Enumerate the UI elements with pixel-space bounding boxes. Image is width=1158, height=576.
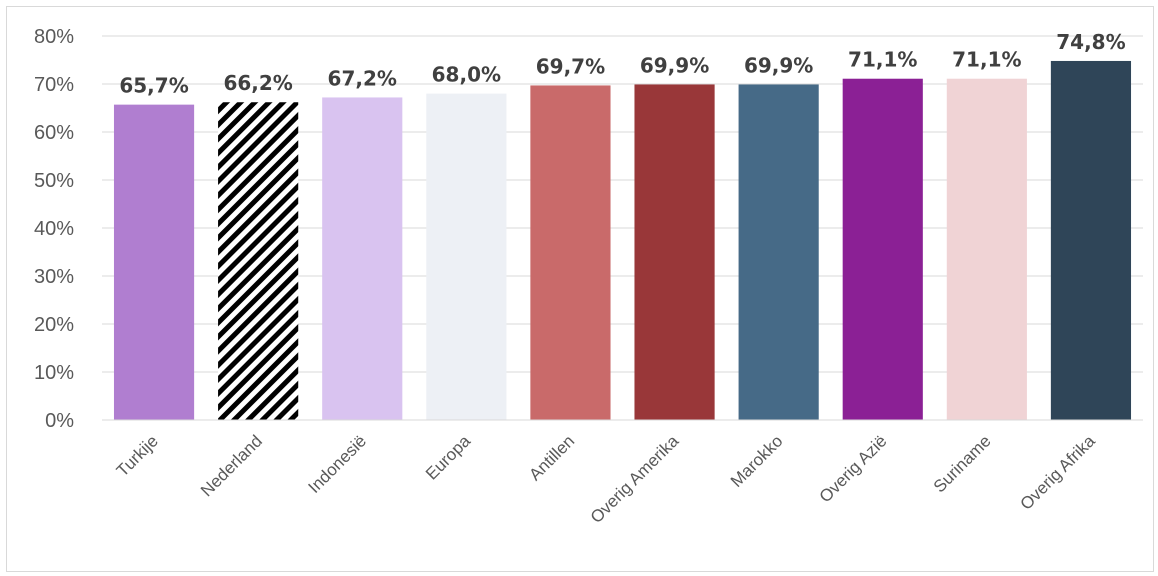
bar-overig-azië	[842, 78, 923, 420]
x-category-label: Suriname	[930, 431, 995, 496]
y-tick-label: 40%	[34, 218, 74, 240]
x-category-label: Turkije	[113, 431, 162, 480]
y-tick-label: 30%	[34, 266, 74, 288]
y-tick-label: 20%	[34, 314, 74, 336]
data-label: 71,1%	[952, 48, 1021, 72]
bar-nederland	[218, 102, 299, 421]
data-label: 68,0%	[432, 63, 501, 87]
data-label: 65,7%	[119, 74, 188, 98]
x-category-label: Europa	[422, 431, 475, 484]
bar-marokko	[738, 84, 819, 420]
y-tick-label: 10%	[34, 362, 74, 384]
y-tick-label: 50%	[34, 170, 74, 192]
bars	[113, 60, 1132, 421]
x-category-label: Overig Afrika	[1017, 431, 1100, 514]
bar-overig-afrika	[1050, 60, 1132, 421]
data-label: 74,8%	[1056, 30, 1125, 54]
x-category-label: Indonesië	[305, 431, 371, 497]
bar-suriname	[946, 78, 1027, 420]
bar-antillen	[530, 85, 611, 420]
bar-overig-amerika	[634, 84, 715, 420]
x-category-label: Overig Azië	[816, 431, 891, 506]
data-label: 69,7%	[536, 54, 605, 78]
x-category-label: Marokko	[727, 431, 787, 491]
y-tick-label: 70%	[34, 74, 74, 96]
x-category-label: Overig Amerika	[587, 431, 683, 527]
y-tick-label: 80%	[34, 26, 74, 48]
y-axis-tick-labels: 0% 10% 20% 30% 40% 50% 60% 70% 80%	[34, 26, 74, 432]
x-category-label: Antillen	[525, 431, 578, 484]
data-label: 69,9%	[744, 53, 813, 77]
data-label: 69,9%	[640, 53, 709, 77]
bar-europa	[426, 93, 507, 420]
data-labels: 65,7% 66,2% 67,2% 68,0% 69,7% 69,9% 69,9% 71,1%…	[119, 30, 1125, 98]
bar-turkije	[113, 104, 195, 420]
bar-indonesië	[322, 97, 403, 420]
x-category-label: Nederland	[197, 431, 266, 500]
y-tick-label: 0%	[45, 410, 74, 432]
y-tick-label: 60%	[34, 122, 74, 144]
data-label: 71,1%	[848, 48, 917, 72]
x-axis-category-labels: Turkije Nederland Indonesië Europa Antillen O…	[113, 431, 1099, 527]
data-label: 67,2%	[328, 66, 397, 90]
data-label: 66,2%	[223, 71, 292, 95]
